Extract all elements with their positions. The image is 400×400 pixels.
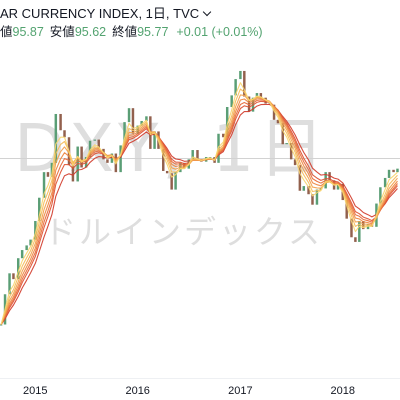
symbol-title: AR CURRENCY INDEX, 1日, TVC bbox=[0, 6, 200, 21]
candle bbox=[17, 258, 20, 280]
candle bbox=[46, 172, 50, 177]
candle bbox=[230, 95, 233, 107]
candle bbox=[272, 104, 276, 120]
x-tick-label: 2015 bbox=[23, 385, 47, 397]
candle bbox=[358, 220, 361, 242]
candle bbox=[140, 120, 143, 126]
candle bbox=[29, 239, 32, 246]
candle bbox=[281, 123, 284, 145]
moving-average-line bbox=[0, 97, 398, 325]
ohlc-label-high: 値 bbox=[0, 25, 13, 39]
legend-title-row[interactable]: AR CURRENCY INDEX, 1日, TVC bbox=[0, 5, 300, 23]
candle bbox=[255, 93, 259, 98]
candle bbox=[191, 150, 194, 160]
plot-area[interactable] bbox=[0, 70, 400, 326]
candle bbox=[106, 159, 109, 163]
ohlc-label-low: 安値 bbox=[49, 25, 75, 39]
candle bbox=[183, 162, 186, 169]
candle bbox=[222, 133, 225, 138]
candle bbox=[162, 148, 165, 171]
candle bbox=[97, 139, 100, 149]
candle bbox=[127, 108, 131, 123]
candle bbox=[59, 113, 62, 131]
candle bbox=[0, 324, 3, 326]
candle bbox=[136, 125, 139, 134]
candle bbox=[311, 194, 314, 205]
candle bbox=[366, 224, 370, 230]
x-tick-label: 2016 bbox=[125, 385, 149, 397]
candle bbox=[145, 116, 148, 121]
candle bbox=[165, 170, 169, 174]
candle bbox=[25, 245, 28, 251]
candle bbox=[174, 172, 177, 190]
ohlc-value-low: 95.62 bbox=[74, 25, 107, 39]
candle bbox=[123, 122, 126, 146]
candles bbox=[0, 70, 399, 326]
candle bbox=[345, 200, 348, 219]
candle bbox=[293, 159, 297, 166]
candle bbox=[88, 140, 92, 158]
candle bbox=[396, 168, 399, 173]
candle bbox=[239, 70, 242, 80]
candle bbox=[110, 153, 114, 163]
candle bbox=[170, 173, 173, 190]
candle bbox=[8, 273, 11, 295]
moving-average-line bbox=[0, 99, 398, 325]
candle bbox=[379, 187, 382, 204]
candle bbox=[131, 108, 135, 134]
chevron-down-icon[interactable] bbox=[202, 7, 212, 17]
x-tick-label: 2017 bbox=[228, 385, 252, 397]
candle bbox=[315, 189, 319, 205]
candle bbox=[285, 143, 288, 145]
candle bbox=[196, 150, 199, 161]
candle bbox=[307, 186, 310, 195]
candle bbox=[350, 218, 353, 238]
candle bbox=[63, 130, 66, 138]
candle bbox=[336, 183, 340, 190]
candle bbox=[12, 273, 15, 280]
candle bbox=[80, 146, 83, 168]
ohlc-label-close: 終値 bbox=[112, 25, 138, 39]
moving-average-ribbon bbox=[0, 82, 398, 325]
candle bbox=[247, 96, 251, 112]
change-value: +0.01 (+0.01%) bbox=[176, 25, 263, 39]
candle bbox=[259, 93, 263, 98]
candle bbox=[38, 197, 41, 221]
candle bbox=[119, 145, 122, 173]
moving-average-line bbox=[0, 100, 398, 325]
candle bbox=[392, 169, 395, 173]
x-tick-label: 2018 bbox=[331, 385, 355, 397]
candle bbox=[71, 165, 75, 182]
candle bbox=[234, 79, 237, 96]
candle bbox=[302, 186, 306, 191]
candle bbox=[362, 220, 365, 230]
moving-average-line bbox=[0, 82, 398, 325]
candle bbox=[93, 139, 97, 141]
candle bbox=[50, 162, 54, 177]
candle bbox=[153, 131, 156, 149]
candle bbox=[54, 113, 58, 163]
candle bbox=[354, 237, 357, 242]
candle bbox=[387, 169, 391, 178]
ohlc-row: 値 95.87 安値 95.62 終値 95.77 +0.01 (+0.01%) bbox=[0, 23, 300, 41]
legend: AR CURRENCY INDEX, 1日, TVC 値 95.87 安値 95… bbox=[0, 5, 300, 41]
ohlc-value-high: 95.87 bbox=[12, 25, 44, 39]
candle bbox=[276, 119, 280, 124]
candle bbox=[225, 107, 229, 138]
candle bbox=[243, 70, 246, 97]
candle bbox=[20, 250, 24, 259]
candle bbox=[42, 172, 46, 198]
candle bbox=[298, 165, 302, 191]
watermark-description: ドルインデックス bbox=[44, 213, 324, 251]
candle bbox=[34, 220, 37, 240]
time-axis[interactable]: 2015 2016 2017 2018 bbox=[23, 385, 355, 397]
candle bbox=[289, 143, 293, 160]
ohlc-value-close: 95.77 bbox=[137, 25, 169, 39]
candle bbox=[383, 177, 387, 188]
